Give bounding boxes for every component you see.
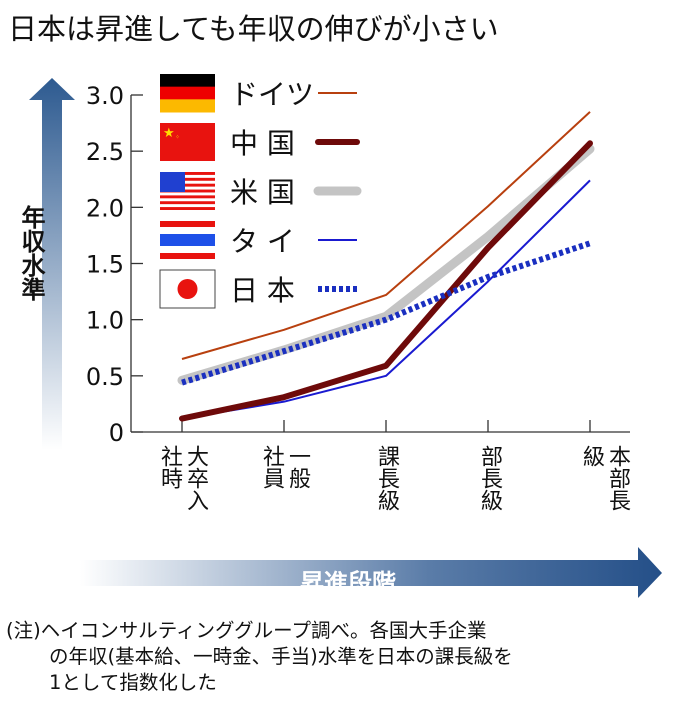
legend-label: ドイツ <box>230 78 314 111</box>
y-tick-label: 3.0 <box>86 82 124 110</box>
footnote-line: の年収(基本給、一時金、手当)水準を日本の課長級を <box>49 645 513 668</box>
y-axis-label: 年収水準 <box>17 205 45 301</box>
y-tick-label: 2.0 <box>86 194 124 222</box>
legend-item: ★ ⁘ 中 国 <box>160 123 360 161</box>
footnote-line: (注)ヘイコンサルティンググループ調べ。各国大手企業 <box>6 619 487 642</box>
y-tick-label: 2.5 <box>86 138 124 166</box>
china-flag-icon: ★ ⁘ <box>160 123 215 161</box>
x-tick-label: 課長級 <box>374 445 399 511</box>
y-tick-label: 1.0 <box>86 307 124 335</box>
x-tick-label: 一般社員 <box>259 445 310 489</box>
legend-label: タ イ <box>230 225 295 258</box>
japan-flag-icon <box>159 269 216 309</box>
legend-item: タ イ <box>160 221 357 259</box>
y-axis-arrow <box>29 78 75 450</box>
legend-item: 日 本 <box>159 269 357 309</box>
y-tick-label: 0 <box>109 419 124 447</box>
footnote: (注)ヘイコンサルティンググループ調べ。各国大手企業 の年収(基本給、一時金、手… <box>6 618 696 696</box>
legend-label: 米 国 <box>230 176 295 209</box>
x-axis-label: 昇進段階 <box>300 569 396 597</box>
legend-label: 日 本 <box>230 274 295 307</box>
footnote-line: 1として指数化した <box>49 671 217 694</box>
svg-text:⁘: ⁘ <box>175 134 180 141</box>
legend-label: 中 国 <box>230 127 295 160</box>
usa-flag-icon <box>160 172 215 210</box>
x-tick-label: 本部長級 <box>579 445 630 511</box>
svg-text:★: ★ <box>163 126 175 141</box>
legend-item: ドイツ <box>160 74 357 113</box>
x-tick-label: 部長級 <box>477 445 502 511</box>
y-tick-label: 0.5 <box>86 363 124 391</box>
legend-item: 米 国 <box>160 172 362 210</box>
x-tick-label: 大卒入社時 <box>157 445 208 511</box>
thailand-flag-icon <box>160 221 215 259</box>
germany-flag-icon <box>160 74 215 113</box>
x-axis-arrow <box>80 547 662 598</box>
y-tick-label: 1.5 <box>86 251 124 279</box>
chart-title: 日本は昇進しても年収の伸びが小さい <box>8 12 499 46</box>
